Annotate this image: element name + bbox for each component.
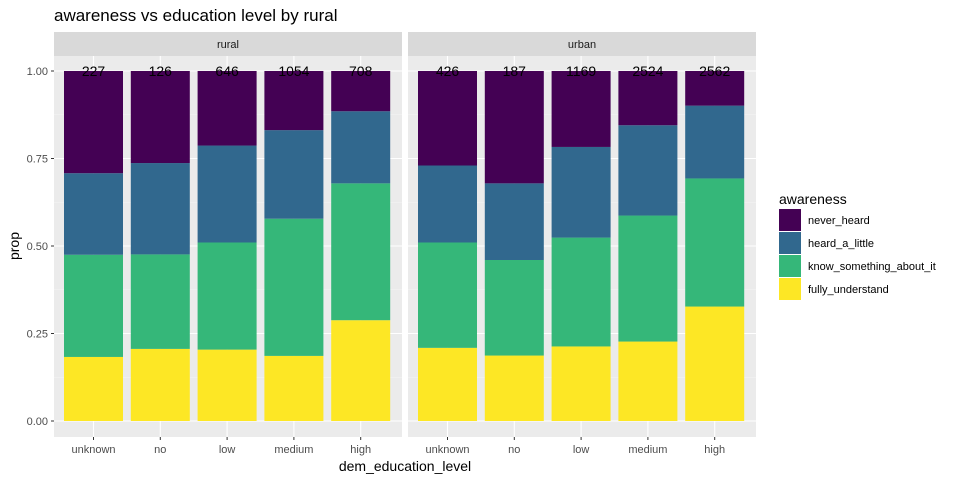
bar-segment-know-something-about-it [551, 237, 611, 347]
bar-segment-never-heard [197, 71, 257, 146]
bar-segment-know-something-about-it [331, 183, 391, 321]
facet-strip-rural [54, 32, 402, 56]
legend-items: never_heard heard_a_little know_something_… [779, 209, 936, 300]
x-axis-title: dem_education_level [339, 458, 471, 474]
bar-segment-know-something-about-it [618, 215, 678, 342]
bar-segment-fully-understand [197, 349, 257, 421]
bar-segment-never-heard [331, 71, 391, 112]
count-label: 126 [149, 63, 173, 79]
facet-panel-rural: rural 227 126 646 1054 708 unknown no low mediu… [54, 32, 402, 456]
bar-segment-know-something-about-it [197, 242, 257, 350]
bar-segment-fully-understand [264, 355, 324, 421]
x-tick-label: low [219, 444, 236, 456]
bar-segment-heard-a-little [418, 165, 477, 243]
bar-segment-never-heard [551, 71, 611, 147]
legend-swatch-heard-a-little [779, 232, 801, 254]
legend-swatch-never-heard [779, 209, 801, 231]
count-labels-urban: 426 187 1169 2524 2562 [436, 63, 731, 79]
bar-segment-know-something-about-it [64, 254, 123, 357]
bar-segment-never-heard [264, 71, 324, 131]
bar-segment-never-heard [484, 71, 544, 184]
chart-title: awareness vs education level by rural [54, 6, 337, 25]
count-label: 2562 [699, 63, 730, 79]
count-label: 646 [215, 63, 239, 79]
y-tick-label: 0.50 [27, 241, 48, 253]
y-tick-label: 1.00 [27, 66, 48, 78]
legend-swatch-know-something-about-it [779, 255, 801, 277]
facet-panel-urban: urban 426 187 1169 2524 2562 unknown no low med… [408, 32, 756, 456]
x-tick-labels-urban: unknown no low medium high [425, 437, 725, 456]
count-label: 227 [82, 63, 106, 79]
y-tick-label: 0.00 [27, 416, 48, 428]
bar-segment-never-heard [130, 71, 190, 164]
facet-strip-label-urban: urban [568, 39, 596, 51]
bar-segment-heard-a-little [484, 183, 544, 260]
x-tick-label: no [508, 444, 520, 456]
legend-label: fully_understand [808, 284, 889, 296]
bar-segment-never-heard [64, 71, 123, 174]
bar-segment-heard-a-little [551, 146, 611, 238]
y-axis: 0.00 0.25 0.50 0.75 1.00 [27, 66, 54, 428]
legend-title: awareness [779, 191, 847, 207]
x-tick-label: no [154, 444, 166, 456]
bar-segment-fully-understand [484, 355, 544, 421]
bar-segment-heard-a-little [197, 145, 257, 243]
bar-segment-know-something-about-it [418, 242, 477, 348]
count-label: 426 [436, 63, 460, 79]
facet-strip-urban [408, 32, 756, 56]
y-tick-label: 0.75 [27, 154, 48, 166]
bars-rural [64, 71, 391, 421]
bar-segment-fully-understand [551, 346, 611, 421]
x-tick-label: high [350, 444, 371, 456]
x-tick-label: medium [628, 444, 667, 456]
legend: awareness never_heard heard_a_little know_… [779, 191, 936, 300]
bar-segment-fully-understand [418, 347, 477, 421]
y-axis-title: prop [6, 232, 22, 260]
legend-swatch-fully-understand [779, 278, 801, 300]
count-label: 1054 [278, 63, 309, 79]
x-tick-label: unknown [71, 444, 115, 456]
x-tick-label: low [573, 444, 590, 456]
bar-segment-fully-understand [685, 306, 745, 421]
bar-segment-fully-understand [618, 341, 678, 421]
x-tick-labels-rural: unknown no low medium high [71, 437, 371, 456]
legend-label: never_heard [808, 215, 870, 227]
bar-segment-heard-a-little [618, 125, 678, 216]
facet-strip-label-rural: rural [217, 39, 239, 51]
bar-segment-know-something-about-it [264, 218, 324, 356]
bar-segment-heard-a-little [685, 105, 745, 179]
count-label: 187 [503, 63, 527, 79]
bar-segment-heard-a-little [331, 111, 391, 184]
count-label: 708 [349, 63, 373, 79]
y-tick-label: 0.25 [27, 329, 48, 341]
x-tick-label: unknown [425, 444, 469, 456]
bar-segment-fully-understand [64, 356, 123, 421]
bar-segment-fully-understand [331, 320, 391, 421]
bar-segment-know-something-about-it [484, 260, 544, 356]
count-label: 2524 [632, 63, 663, 79]
legend-label: heard_a_little [808, 238, 874, 250]
legend-label: know_something_about_it [808, 261, 936, 273]
bar-segment-know-something-about-it [685, 178, 745, 307]
bar-segment-know-something-about-it [130, 254, 190, 349]
bar-segment-fully-understand [130, 348, 190, 421]
count-label: 1169 [566, 63, 596, 79]
bar-segment-never-heard [685, 71, 745, 106]
x-tick-label: medium [274, 444, 313, 456]
bar-segment-never-heard [618, 71, 678, 126]
x-tick-label: high [704, 444, 725, 456]
bar-segment-heard-a-little [264, 130, 324, 219]
bar-segment-heard-a-little [130, 163, 190, 255]
bars-urban [418, 71, 745, 421]
count-labels-rural: 227 126 646 1054 708 [82, 63, 373, 79]
bar-segment-heard-a-little [64, 173, 123, 255]
bar-segment-never-heard [418, 71, 477, 166]
